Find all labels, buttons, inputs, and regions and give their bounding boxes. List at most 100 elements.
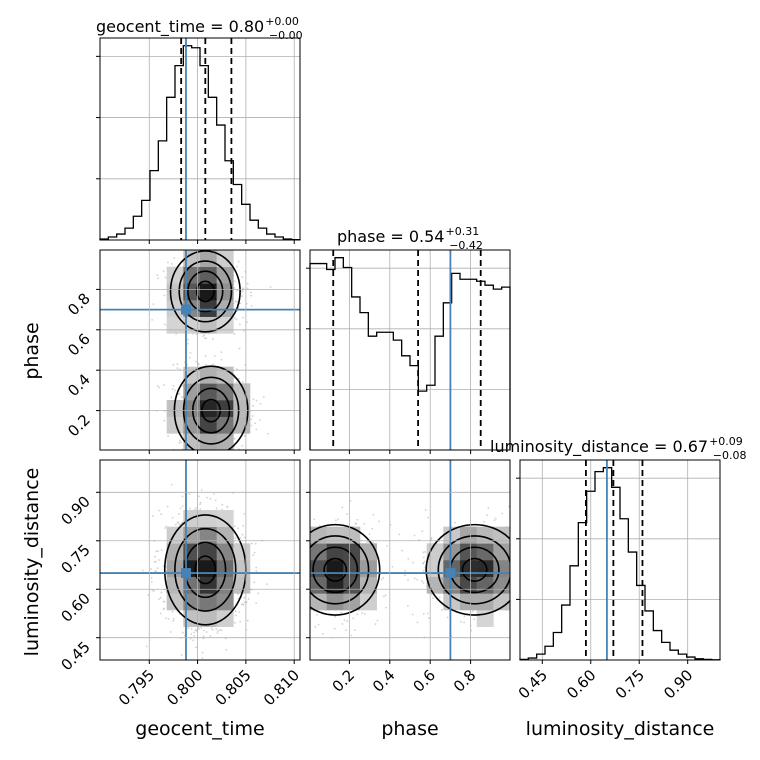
sample-point <box>167 435 169 437</box>
density-cell <box>216 266 234 284</box>
sample-point <box>209 635 212 637</box>
density-cell <box>493 560 510 577</box>
sample-point <box>430 538 433 541</box>
density-cell <box>200 366 217 384</box>
sample-point <box>202 335 205 338</box>
hist-geocent_time-frame <box>99 37 301 241</box>
sample-point <box>211 338 214 340</box>
title-luminosity-distance: luminosity_distance = 0.67+0.09 −0.08 <box>490 435 747 462</box>
sample-point <box>250 294 253 297</box>
sample-point <box>254 542 257 545</box>
sample-point <box>237 527 240 530</box>
sample-point <box>193 634 196 637</box>
truth-marker <box>445 568 456 579</box>
sample-point <box>234 537 237 540</box>
sample-point <box>262 396 265 398</box>
sample-point <box>153 590 155 592</box>
sample-point <box>172 618 175 620</box>
sample-point <box>171 263 173 265</box>
hist-bar <box>637 585 645 660</box>
sample-point <box>239 536 242 539</box>
hist-bar <box>570 566 578 660</box>
hist-bar <box>360 313 368 450</box>
sample-point <box>221 503 224 506</box>
density-cell <box>166 266 184 284</box>
sample-point <box>243 601 246 604</box>
sample-point <box>205 631 208 633</box>
sample-point <box>341 506 344 509</box>
sample-point <box>333 627 336 630</box>
sample-point <box>267 432 269 435</box>
sample-point <box>147 594 150 596</box>
sample-point <box>463 621 466 624</box>
contour-line <box>195 280 215 303</box>
sample-point <box>172 619 175 622</box>
density-cell <box>216 543 234 561</box>
sample-point <box>341 623 344 625</box>
sample-point <box>213 355 216 357</box>
sample-point <box>266 583 268 586</box>
sample-point <box>422 613 425 615</box>
sample-point <box>162 270 165 273</box>
hist-outline <box>309 257 511 450</box>
hist-panel-geocent_time <box>96 37 301 244</box>
sample-point <box>200 627 203 629</box>
sample-point <box>241 381 244 383</box>
sample-point <box>259 402 262 405</box>
density-cell <box>360 543 377 561</box>
sample-point <box>316 613 318 616</box>
sample-point <box>235 318 238 321</box>
hist-bar <box>595 472 603 660</box>
sample-point <box>160 549 163 552</box>
sample-point <box>384 594 387 597</box>
density-cell <box>166 416 184 434</box>
sample-point <box>181 505 184 507</box>
sample-point <box>220 358 223 361</box>
density-cell <box>216 510 234 527</box>
sample-point <box>203 629 205 632</box>
sample-point <box>355 522 357 525</box>
density-cell <box>310 526 327 544</box>
sample-point <box>340 611 343 614</box>
density-cell <box>343 543 361 561</box>
tick-label-phase: 0.2 <box>329 666 359 696</box>
sample-point <box>189 507 192 510</box>
hist-luminosity_distance-frame <box>519 459 721 661</box>
sample-point <box>199 503 201 506</box>
sample-point <box>174 523 177 526</box>
sample-point <box>158 386 160 389</box>
hist-bar <box>468 279 476 450</box>
sample-point <box>162 608 165 611</box>
sample-point <box>200 489 203 491</box>
sample-point <box>243 536 246 539</box>
sample-point <box>201 657 204 659</box>
sample-point <box>205 363 207 366</box>
sample-point <box>240 603 243 606</box>
sample-point <box>233 333 236 335</box>
sample-point <box>163 600 166 603</box>
sample-point <box>382 595 385 598</box>
sample-point <box>372 541 374 544</box>
sample-point <box>163 384 165 387</box>
sample-point <box>187 338 189 341</box>
sample-point <box>391 565 394 568</box>
sample-point <box>486 514 488 517</box>
density-cell <box>200 510 217 527</box>
sample-point <box>473 618 475 621</box>
sample-point <box>192 639 195 642</box>
hist-bar <box>183 46 191 240</box>
hist-bar <box>562 605 570 660</box>
density-cell <box>443 543 461 561</box>
sample-point <box>343 619 346 622</box>
density-cell <box>443 526 461 544</box>
sample-point <box>170 396 173 399</box>
sample-point <box>233 316 236 319</box>
sample-point <box>440 608 443 611</box>
tick-label-luminosity_distance: 0.60 <box>57 589 93 625</box>
sample-point <box>350 634 353 637</box>
sample-point <box>154 555 156 558</box>
sample-point <box>160 513 163 516</box>
sample-point <box>251 542 253 545</box>
hist-bar <box>377 332 385 450</box>
sample-point <box>422 556 425 559</box>
